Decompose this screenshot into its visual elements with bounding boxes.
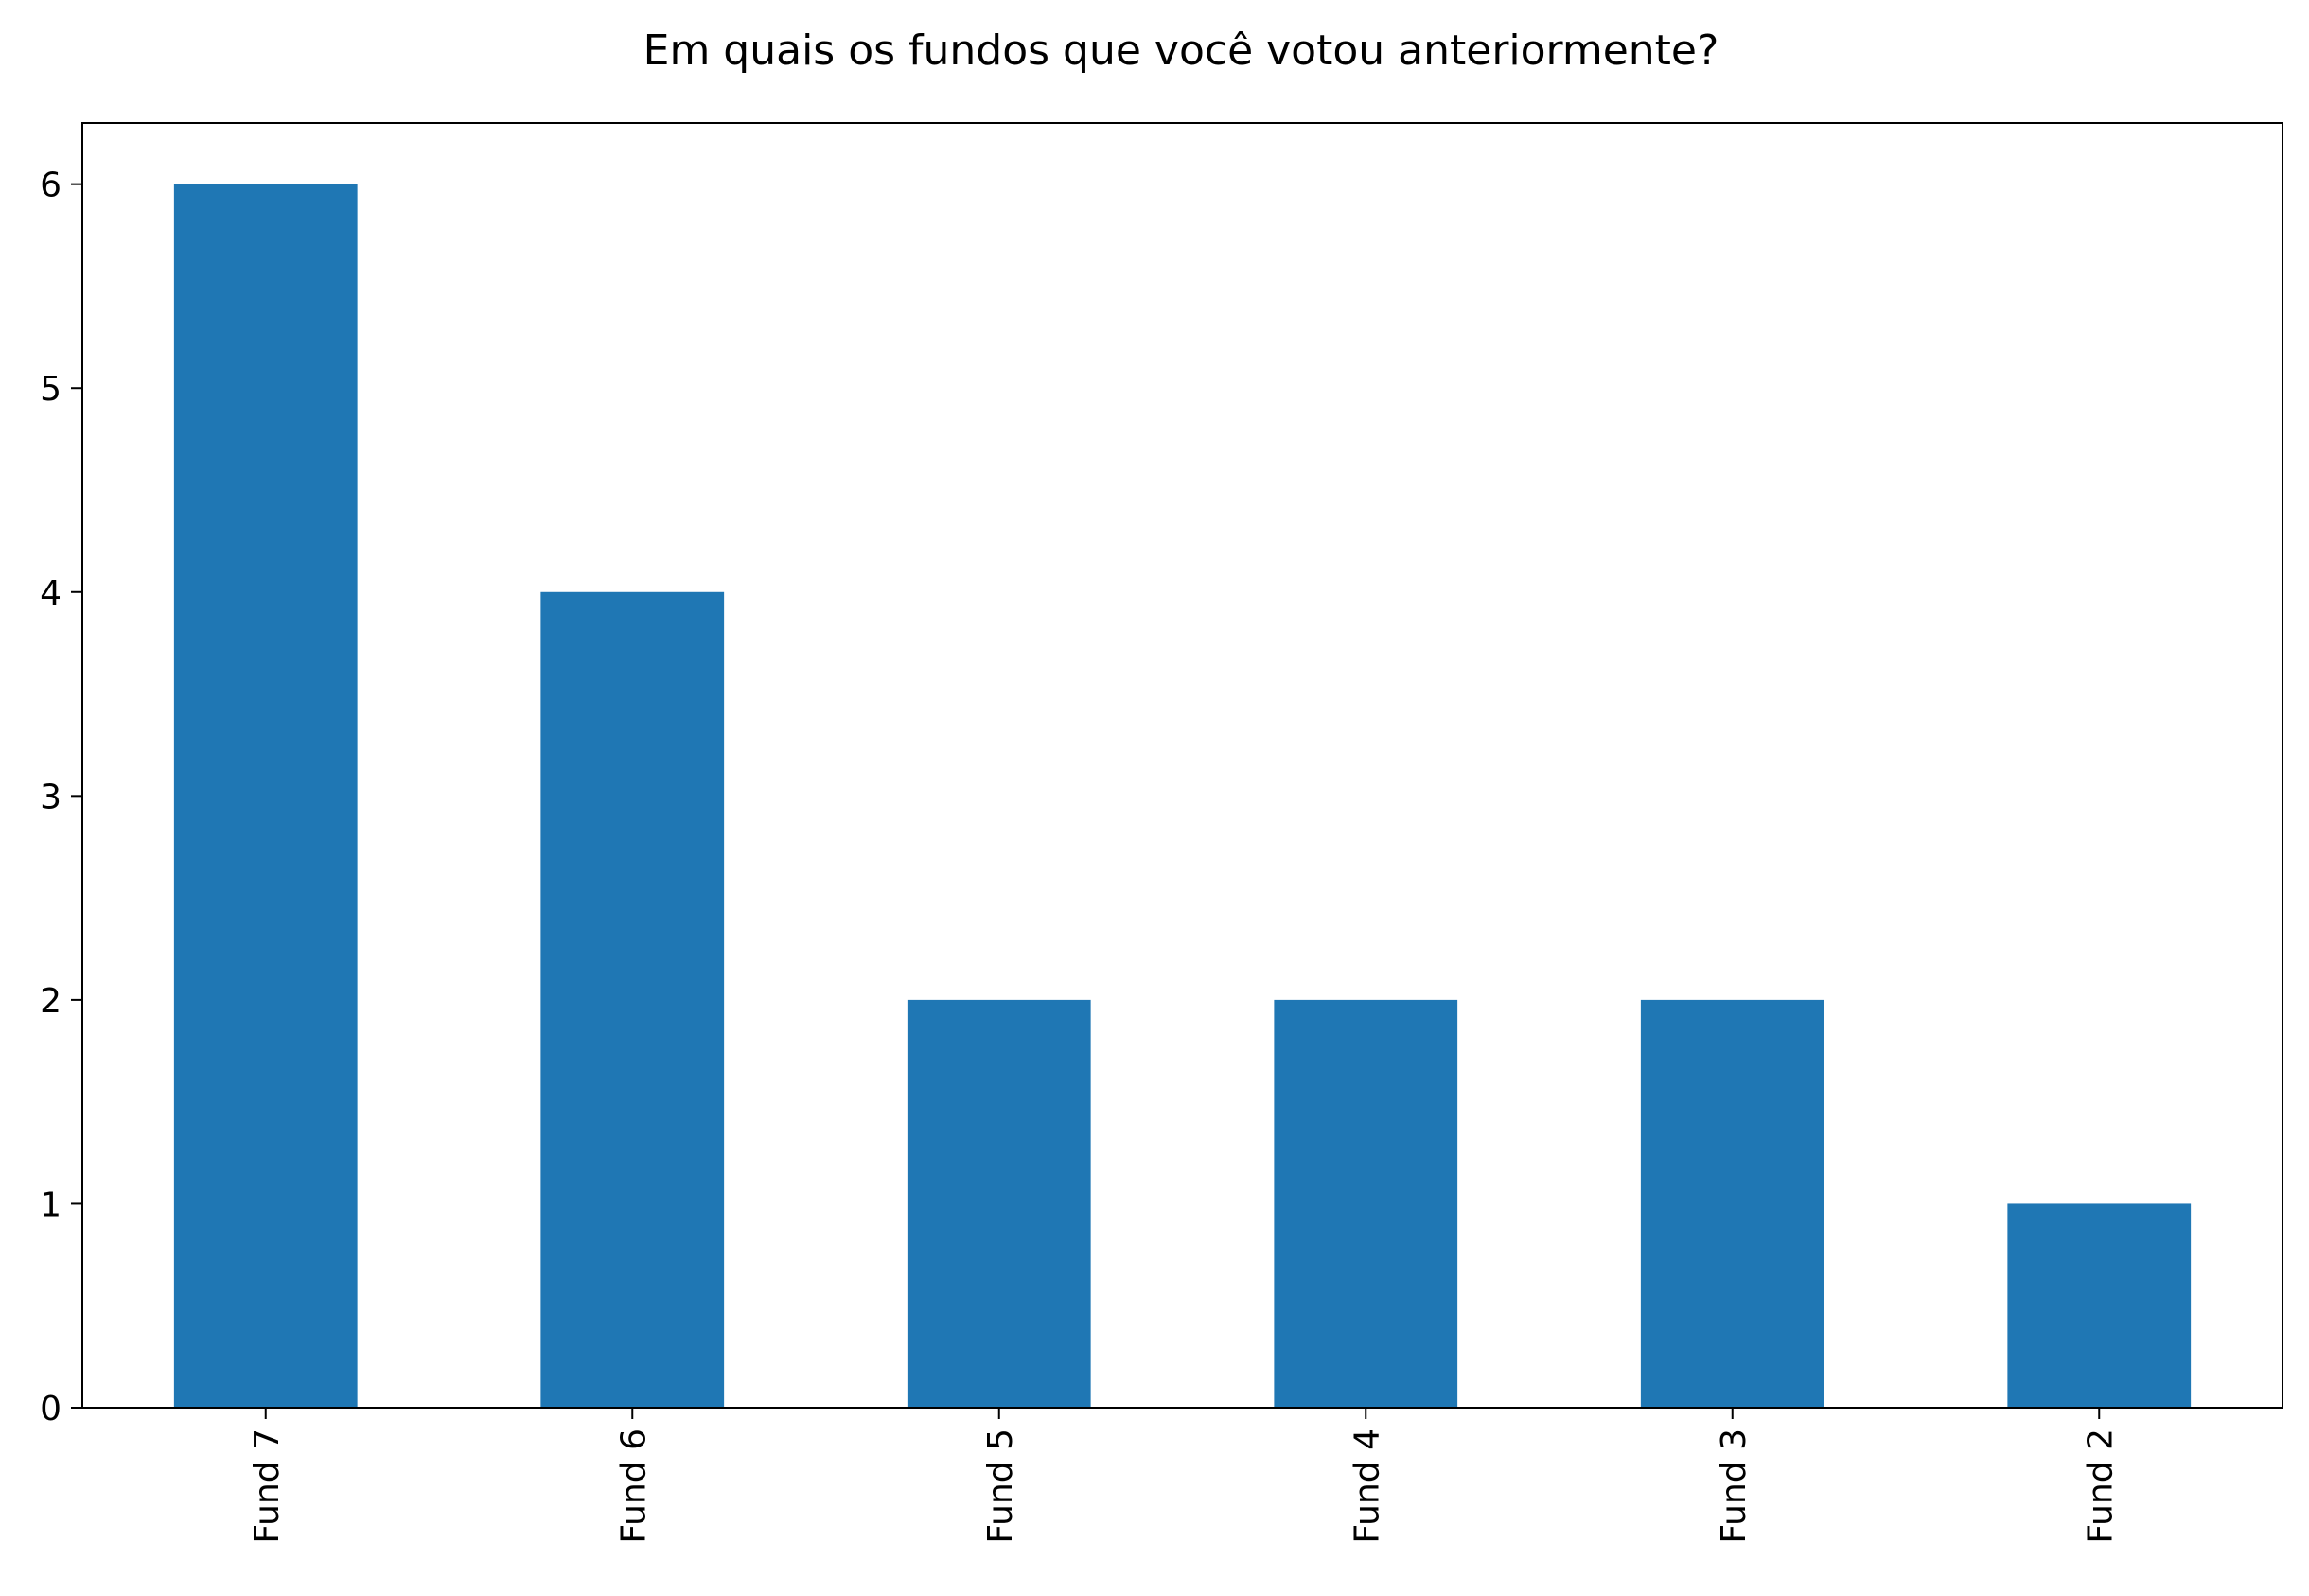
y-tick-label: 5 [40, 370, 62, 409]
bar-fund-4 [1274, 999, 1458, 1408]
bar-fund-5 [907, 999, 1091, 1408]
y-tick-label: 6 [40, 167, 62, 205]
bar-fund-3 [1640, 999, 1824, 1408]
y-tick-label: 1 [40, 1185, 62, 1224]
x-tick-label: Fund 4 [1348, 1429, 1386, 1544]
y-tick-label: 3 [40, 778, 62, 816]
x-tick-label: Fund 2 [2081, 1429, 2120, 1544]
axes-layer [81, 122, 2283, 1409]
bar-fund-6 [540, 591, 725, 1408]
bar-fund-7 [173, 184, 358, 1408]
x-tick-label: Fund 3 [1715, 1429, 1754, 1544]
x-axis-ticks: Fund 7 Fund 6 Fund 5 Fund 4 Fund 3 Fund 2 [248, 1408, 2120, 1544]
y-axis-ticks: 0 1 2 3 4 5 6 [40, 167, 82, 1429]
bars-layer [173, 184, 2192, 1408]
y-tick-label: 2 [40, 982, 62, 1021]
x-tick-label: Fund 5 [981, 1429, 1020, 1544]
chart-title: Em quais os fundos que você votou anteri… [643, 26, 1719, 75]
y-tick-label: 0 [40, 1390, 62, 1429]
bar-fund-2 [2007, 1203, 2192, 1408]
plot-frame [81, 122, 2283, 1409]
x-tick-label: Fund 6 [614, 1429, 653, 1544]
x-tick-label: Fund 7 [248, 1429, 287, 1544]
y-tick-label: 4 [40, 574, 62, 613]
